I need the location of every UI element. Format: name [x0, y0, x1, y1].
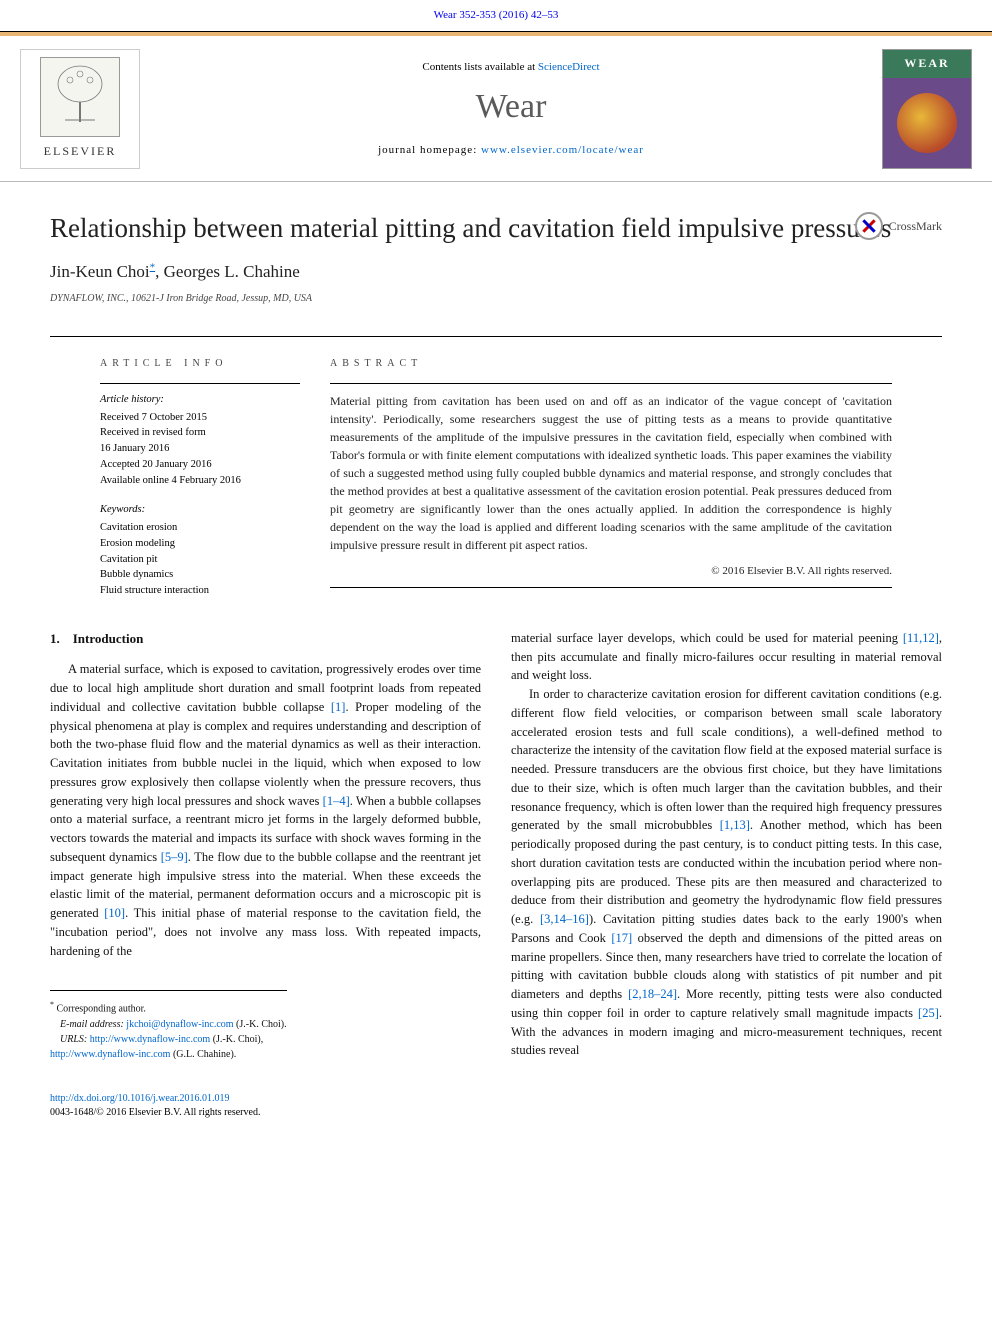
journal-banner: ELSEVIER Contents lists available at Sci… [0, 32, 992, 182]
contents-line: Contents lists available at ScienceDirec… [140, 60, 882, 75]
ref-5-9[interactable]: [5–9] [161, 850, 188, 864]
ref-1[interactable]: [1] [331, 700, 346, 714]
elsevier-label: ELSEVIER [44, 143, 117, 160]
url2-link[interactable]: http://www.dynaflow-inc.com [50, 1049, 170, 1060]
journal-cover-thumb: WEAR [882, 49, 972, 169]
column-right: material surface layer develops, which c… [511, 629, 942, 1062]
author-1: Jin-Keun Choi [50, 262, 150, 281]
keyword-2: Cavitation pit [100, 552, 300, 568]
citation-header: Wear 352-353 (2016) 42–53 [0, 0, 992, 31]
section-title: Introduction [73, 631, 144, 646]
article-info-label: ARTICLE INFO [100, 357, 300, 371]
history-1: Received in revised form [100, 425, 300, 441]
abstract-text: Material pitting from cavitation has bee… [330, 392, 892, 554]
abstract-label: ABSTRACT [330, 357, 892, 371]
section-number: 1. [50, 631, 60, 646]
homepage-prefix: journal homepage: [378, 144, 481, 156]
para-1: A material surface, which is exposed to … [50, 660, 481, 960]
abstract-copyright: © 2016 Elsevier B.V. All rights reserved… [330, 564, 892, 579]
url2-suffix: (G.L. Chahine). [170, 1049, 236, 1060]
p3b: . Another method, which has been periodi… [511, 818, 942, 926]
footnotes: * Corresponding author. E-mail address: … [50, 990, 287, 1061]
doi-link[interactable]: http://dx.doi.org/10.1016/j.wear.2016.01… [50, 1093, 230, 1104]
cover-title: WEAR [883, 50, 971, 78]
para-2: material surface layer develops, which c… [511, 629, 942, 685]
abstract-bottom-rule [330, 587, 892, 588]
history-2: 16 January 2016 [100, 441, 300, 457]
doi-block: http://dx.doi.org/10.1016/j.wear.2016.01… [0, 1082, 992, 1150]
banner-center: Contents lists available at ScienceDirec… [140, 60, 882, 158]
homepage-line: journal homepage: www.elsevier.com/locat… [140, 143, 882, 158]
abstract-rule [330, 383, 892, 384]
crossmark-icon [855, 212, 883, 240]
p3a: In order to characterize cavitation eros… [511, 687, 942, 832]
elsevier-tree-icon [40, 57, 120, 137]
cover-body [883, 78, 971, 168]
url2-line: http://www.dynaflow-inc.com (G.L. Chahin… [50, 1047, 287, 1062]
keyword-4: Fluid structure interaction [100, 583, 300, 599]
ref-2-18-24[interactable]: [2,18–24] [628, 987, 677, 1001]
email-suffix: (J.-K. Choi). [234, 1019, 287, 1030]
ref-25[interactable]: [25] [918, 1006, 939, 1020]
contents-prefix: Contents lists available at [422, 61, 537, 73]
ref-17[interactable]: [17] [611, 931, 632, 945]
affiliation: DYNAFLOW, INC., 10621-J Iron Bridge Road… [50, 292, 942, 306]
email-label: E-mail address: [60, 1019, 126, 1030]
history-block: Article history: Received 7 October 2015… [100, 392, 300, 489]
ref-1-4[interactable]: [1–4] [323, 794, 350, 808]
citation-text: Wear 352-353 (2016) 42–53 [434, 9, 559, 21]
meta-abstract-row: ARTICLE INFO Article history: Received 7… [50, 336, 942, 599]
article-title: Relationship between material pitting an… [50, 212, 942, 246]
keyword-1: Erosion modeling [100, 536, 300, 552]
cover-swirl-icon [897, 93, 957, 153]
urls-line: URLS: http://www.dynaflow-inc.com (J.-K.… [50, 1032, 287, 1047]
ref-11-12[interactable]: [11,12] [903, 631, 939, 645]
ref-3-14-16[interactable]: [3,14–16] [540, 912, 589, 926]
crossmark-label: CrossMark [889, 218, 942, 235]
email-link[interactable]: jkchoi@dynaflow-inc.com [126, 1019, 233, 1030]
ref-1-13[interactable]: [1,13] [720, 818, 750, 832]
keyword-3: Bubble dynamics [100, 567, 300, 583]
urls-label: URLS: [60, 1034, 90, 1045]
url1-link[interactable]: http://www.dynaflow-inc.com [90, 1034, 210, 1045]
homepage-link[interactable]: www.elsevier.com/locate/wear [481, 144, 644, 156]
sciencedirect-link[interactable]: ScienceDirect [538, 61, 600, 73]
journal-name: Wear [140, 83, 882, 131]
para-3: In order to characterize cavitation eros… [511, 685, 942, 1060]
keywords-block: Keywords: Cavitation erosion Erosion mod… [100, 502, 300, 599]
keywords-label: Keywords: [100, 502, 300, 518]
history-label: Article history: [100, 392, 300, 408]
history-3: Accepted 20 January 2016 [100, 457, 300, 473]
keyword-0: Cavitation erosion [100, 520, 300, 536]
corresponding-note: * Corresponding author. [50, 999, 287, 1016]
body-columns: 1. Introduction A material surface, whic… [0, 599, 992, 1082]
abstract-col: ABSTRACT Material pitting from cavitatio… [330, 357, 892, 599]
title-section: Relationship between material pitting an… [0, 182, 992, 316]
url1-suffix: (J.-K. Choi), [210, 1034, 263, 1045]
corresponding-text: Corresponding author. [57, 1004, 146, 1015]
authors: Jin-Keun Choi*, Georges L. Chahine [50, 260, 942, 284]
p1b: . Proper modeling of the physical phenom… [50, 700, 481, 808]
crossmark-badge[interactable]: CrossMark [855, 212, 942, 240]
history-4: Available online 4 February 2016 [100, 473, 300, 489]
author-rest: , Georges L. Chahine [155, 262, 300, 281]
column-left: 1. Introduction A material surface, whic… [50, 629, 481, 1062]
ref-10[interactable]: [10] [104, 906, 125, 920]
section-heading: 1. Introduction [50, 629, 481, 649]
article-info-col: ARTICLE INFO Article history: Received 7… [100, 357, 300, 599]
info-rule [100, 383, 300, 384]
history-0: Received 7 October 2015 [100, 410, 300, 426]
elsevier-logo: ELSEVIER [20, 49, 140, 169]
p2a: material surface layer develops, which c… [511, 631, 903, 645]
email-line: E-mail address: jkchoi@dynaflow-inc.com … [50, 1017, 287, 1032]
issn-copyright: 0043-1648/© 2016 Elsevier B.V. All right… [50, 1107, 260, 1118]
